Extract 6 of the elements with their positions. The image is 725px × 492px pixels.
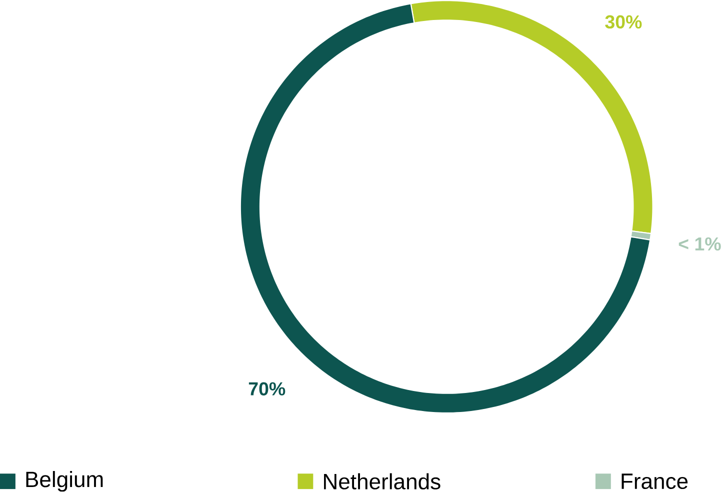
legend-label: France <box>622 474 688 490</box>
data-label: 70% <box>248 382 286 396</box>
legend-label: Belgium <box>26 471 103 492</box>
data-label: 30% <box>605 15 642 29</box>
legend-label: Netherlands <box>324 473 440 490</box>
data-label: < 1% <box>678 238 721 251</box>
